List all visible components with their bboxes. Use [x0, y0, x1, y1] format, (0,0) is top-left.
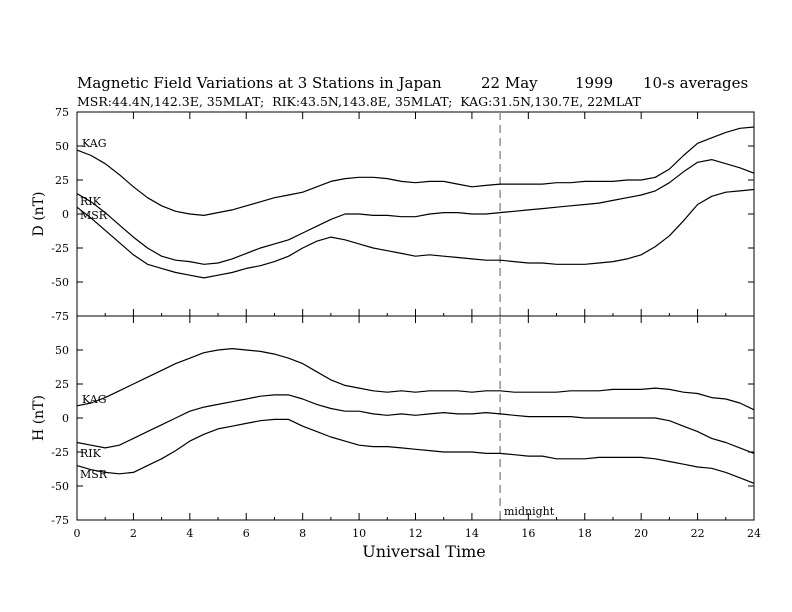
xtick-label: 2 — [130, 527, 137, 540]
station-label-H-kag: KAG — [82, 393, 107, 406]
ytick-label-H: 25 — [55, 378, 69, 391]
panel-frame-D — [76, 111, 755, 317]
ytick-label-H: 0 — [62, 412, 69, 425]
ytick-label-H: -75 — [51, 514, 69, 527]
xtick-label: 22 — [691, 527, 705, 540]
series-line-H-msr — [76, 418, 755, 484]
x-axis-label: Universal Time — [362, 542, 485, 561]
ytick-label-H: 50 — [55, 344, 69, 357]
ytick-label-D: 0 — [62, 208, 69, 221]
chart-header: Magnetic Field Variations at 3 Stations … — [77, 74, 748, 109]
station-label-D-msr: MSR — [80, 209, 108, 222]
station-label-H-msr: MSR — [80, 468, 108, 481]
xtick-label: 4 — [186, 527, 193, 540]
series-line-H-rik — [76, 394, 755, 454]
chart-title: Magnetic Field Variations at 3 Stations … — [77, 74, 442, 92]
xtick-label: 0 — [74, 527, 81, 540]
station-label-H-rik: RIK — [80, 447, 102, 460]
xtick-label: 14 — [465, 527, 479, 540]
ytick-label-D: 75 — [55, 106, 69, 119]
midnight-label: midnight — [504, 505, 555, 518]
ytick-label-D: 25 — [55, 174, 69, 187]
station-label-D-kag: KAG — [82, 137, 107, 150]
series-line-D-msr — [76, 188, 755, 279]
stations-line: MSR:44.4N,142.3E, 35MLAT; RIK:43.5N,143.… — [77, 94, 641, 109]
chart-averaging: 10-s averages — [643, 74, 748, 92]
ytick-label-D: -50 — [51, 276, 69, 289]
y-axis-label-H: H (nT) — [31, 395, 47, 441]
chart-date: 22 May — [481, 74, 538, 92]
ytick-label-H: -50 — [51, 480, 69, 493]
y-axis-label-D: D (nT) — [31, 192, 47, 237]
xtick-label: 8 — [299, 527, 306, 540]
station-label-D-rik: RIK — [80, 195, 102, 208]
xtick-label: 24 — [747, 527, 761, 540]
series-line-H-kag — [76, 348, 755, 411]
chart-year: 1999 — [575, 74, 613, 92]
series-line-D-kag — [76, 126, 755, 216]
ytick-label-D: -75 — [51, 310, 69, 323]
ytick-label-H: -25 — [51, 446, 69, 459]
xtick-label: 20 — [634, 527, 648, 540]
xtick-label: 10 — [352, 527, 366, 540]
ytick-label-D: -25 — [51, 242, 69, 255]
ytick-label-D: 50 — [55, 140, 69, 153]
series-line-D-rik — [76, 159, 755, 265]
xtick-label: 16 — [521, 527, 535, 540]
xtick-label: 6 — [243, 527, 250, 540]
xtick-label: 18 — [578, 527, 592, 540]
xtick-label: 12 — [409, 527, 423, 540]
